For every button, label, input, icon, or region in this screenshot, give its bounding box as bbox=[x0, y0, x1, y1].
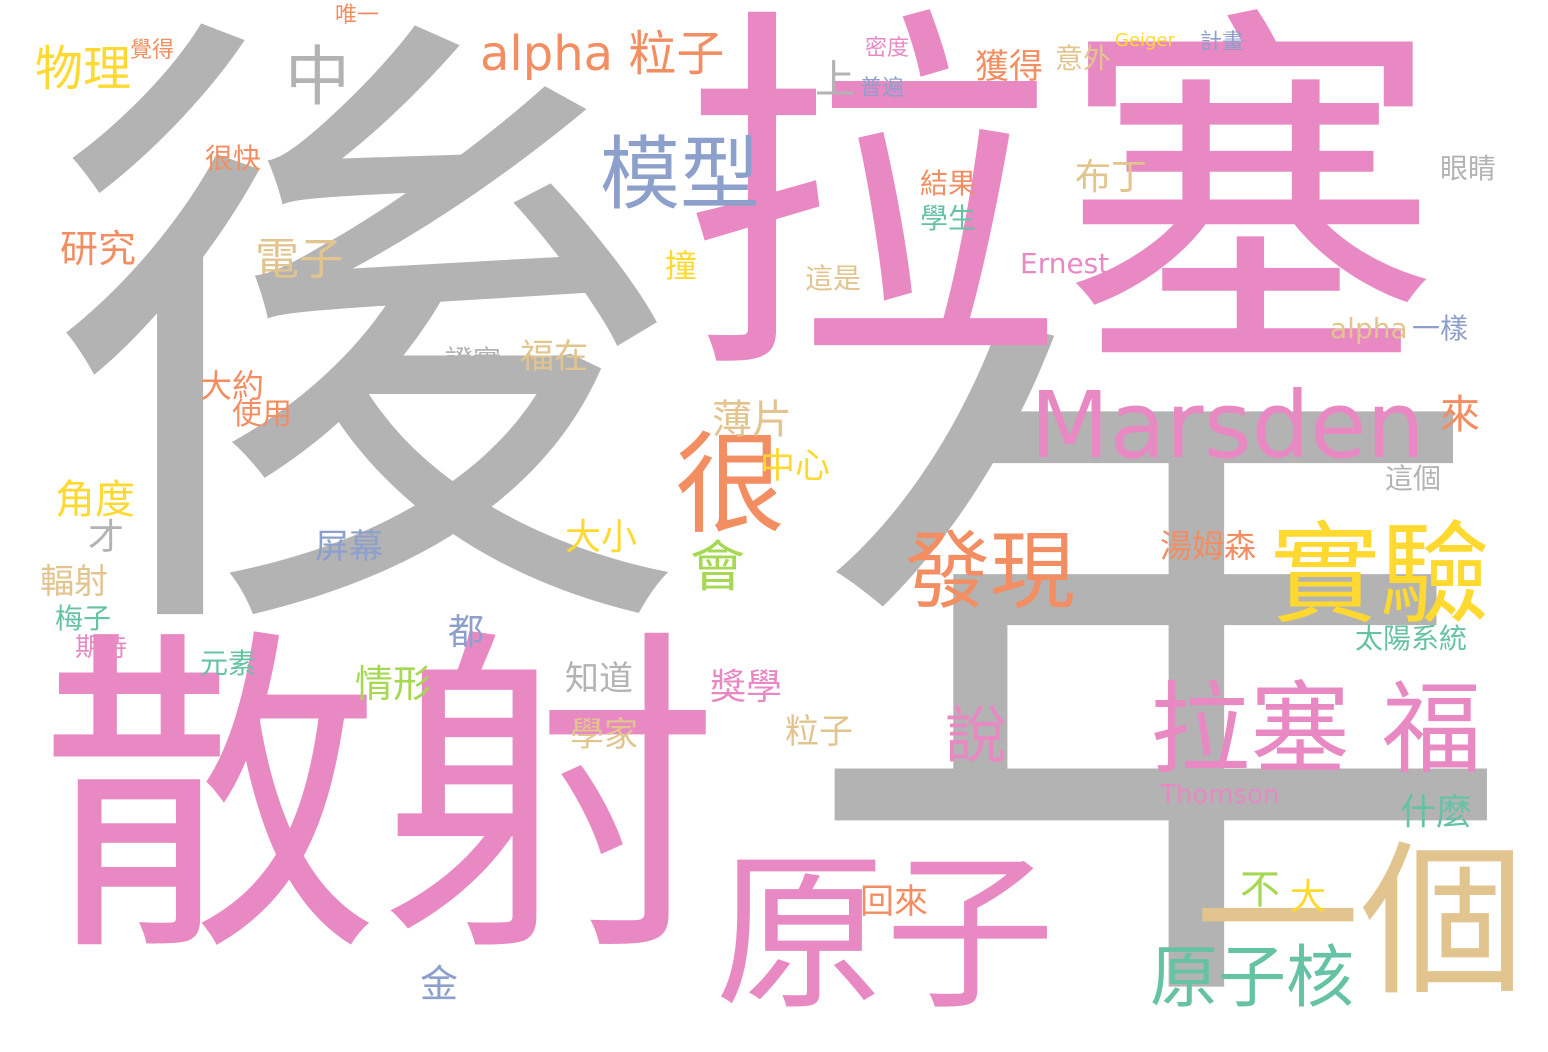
word-hou: 後 bbox=[45, 0, 685, 712]
word-zhege: 這個 bbox=[1385, 462, 1442, 495]
word-jiangxue: 獎學 bbox=[710, 667, 783, 708]
word-geiger: Geiger bbox=[1115, 30, 1175, 51]
word-lai: 來 bbox=[1440, 392, 1480, 438]
word-wuli: 物理 bbox=[35, 41, 132, 97]
word-cai: 才 bbox=[88, 517, 125, 558]
word-yiyang: 一樣 bbox=[1412, 312, 1469, 345]
word-zhuang: 撞 bbox=[665, 247, 698, 285]
word-bu: 不 bbox=[1240, 867, 1280, 913]
word-shang: 上 bbox=[815, 57, 855, 103]
word-fushe: 輻射 bbox=[40, 562, 108, 602]
word-shenme: 什麼 bbox=[1400, 792, 1473, 833]
word-shiyong: 使用 bbox=[232, 397, 292, 432]
word-taiyangxitong: 太陽系統 bbox=[1355, 622, 1468, 655]
word-jiaodu: 角度 bbox=[55, 477, 135, 523]
word-lasai: 拉塞 bbox=[680, 0, 1440, 421]
word-yu: 於 bbox=[975, 392, 1015, 438]
word-yanjiu: 研究 bbox=[60, 227, 137, 271]
word-faxian: 發現 bbox=[905, 523, 1076, 622]
word-da: 大 bbox=[1290, 877, 1327, 918]
word-zhidao: 知道 bbox=[565, 659, 633, 699]
word-buding: 布丁 bbox=[1075, 157, 1148, 198]
word-midu: 密度 bbox=[865, 36, 910, 61]
word-jihua: 計畫 bbox=[1200, 30, 1245, 55]
word-fuzai: 福在 bbox=[520, 337, 588, 377]
word-jieguo: 結果 bbox=[920, 167, 977, 200]
word-thomson: Thomson bbox=[1160, 780, 1280, 810]
word-huilai: 回來 bbox=[860, 882, 928, 922]
word-zhong: 中 bbox=[285, 40, 351, 115]
word-yuanzi: 原子 bbox=[715, 836, 1056, 1034]
word-juede: 覺得 bbox=[130, 38, 175, 63]
word-weiyi: 唯一 bbox=[335, 3, 380, 28]
word-jin: 金 bbox=[420, 962, 459, 1006]
word-pubian: 普遍 bbox=[860, 76, 905, 101]
word-nian: 年 bbox=[800, 261, 1520, 1052]
word-dayue: 大約 bbox=[200, 367, 265, 405]
word-shiyan: 實驗 bbox=[1270, 511, 1490, 639]
word-dou: 都 bbox=[448, 612, 485, 653]
word-lizi: 粒子 bbox=[785, 712, 853, 752]
word-sanshe: 散射 bbox=[40, 602, 720, 998]
word-ernest: Ernest bbox=[1020, 247, 1110, 280]
word-zhengshi: 證實 bbox=[445, 344, 502, 377]
word-hen: 很 bbox=[675, 421, 785, 549]
word-moxing: 模型 bbox=[600, 128, 760, 221]
word-yige: 一個 bbox=[1195, 826, 1525, 1018]
word-daxiao: 大小 bbox=[565, 517, 638, 558]
word-qingxing: 情形 bbox=[355, 662, 432, 706]
word-xuesheng: 學生 bbox=[920, 202, 977, 235]
word-zhongxin: 中心 bbox=[760, 447, 831, 487]
word-marsden: Marsden bbox=[1030, 372, 1425, 479]
word-henkuai: 很快 bbox=[205, 142, 262, 175]
word-baopian: 薄片 bbox=[712, 397, 792, 443]
word-meizi: 梅子 bbox=[55, 602, 112, 635]
word-alpha-lizi: alpha 粒子 bbox=[480, 26, 725, 82]
word-shuo: 說 bbox=[945, 699, 1008, 772]
word-pingmu: 屏幕 bbox=[315, 527, 383, 567]
word-yuanzihe: 原子核 bbox=[1150, 939, 1355, 1018]
word-lasaifu: 拉塞 福 bbox=[1150, 671, 1482, 788]
word-yuansu: 元素 bbox=[200, 647, 257, 680]
word-xuejia: 學家 bbox=[570, 715, 638, 755]
word-yanjing: 眼睛 bbox=[1440, 152, 1497, 185]
word-dianzi: 電子 bbox=[255, 234, 343, 285]
word-hui: 會 bbox=[690, 535, 746, 599]
word-yiwai: 意外 bbox=[1055, 42, 1112, 75]
word-qidai: 期待 bbox=[75, 633, 128, 663]
word-alpha: alpha bbox=[1330, 312, 1408, 345]
word-zheshi: 這是 bbox=[805, 262, 862, 295]
word-huode: 獲得 bbox=[975, 47, 1043, 87]
word-tangmusen: 湯姆森 bbox=[1160, 527, 1257, 565]
